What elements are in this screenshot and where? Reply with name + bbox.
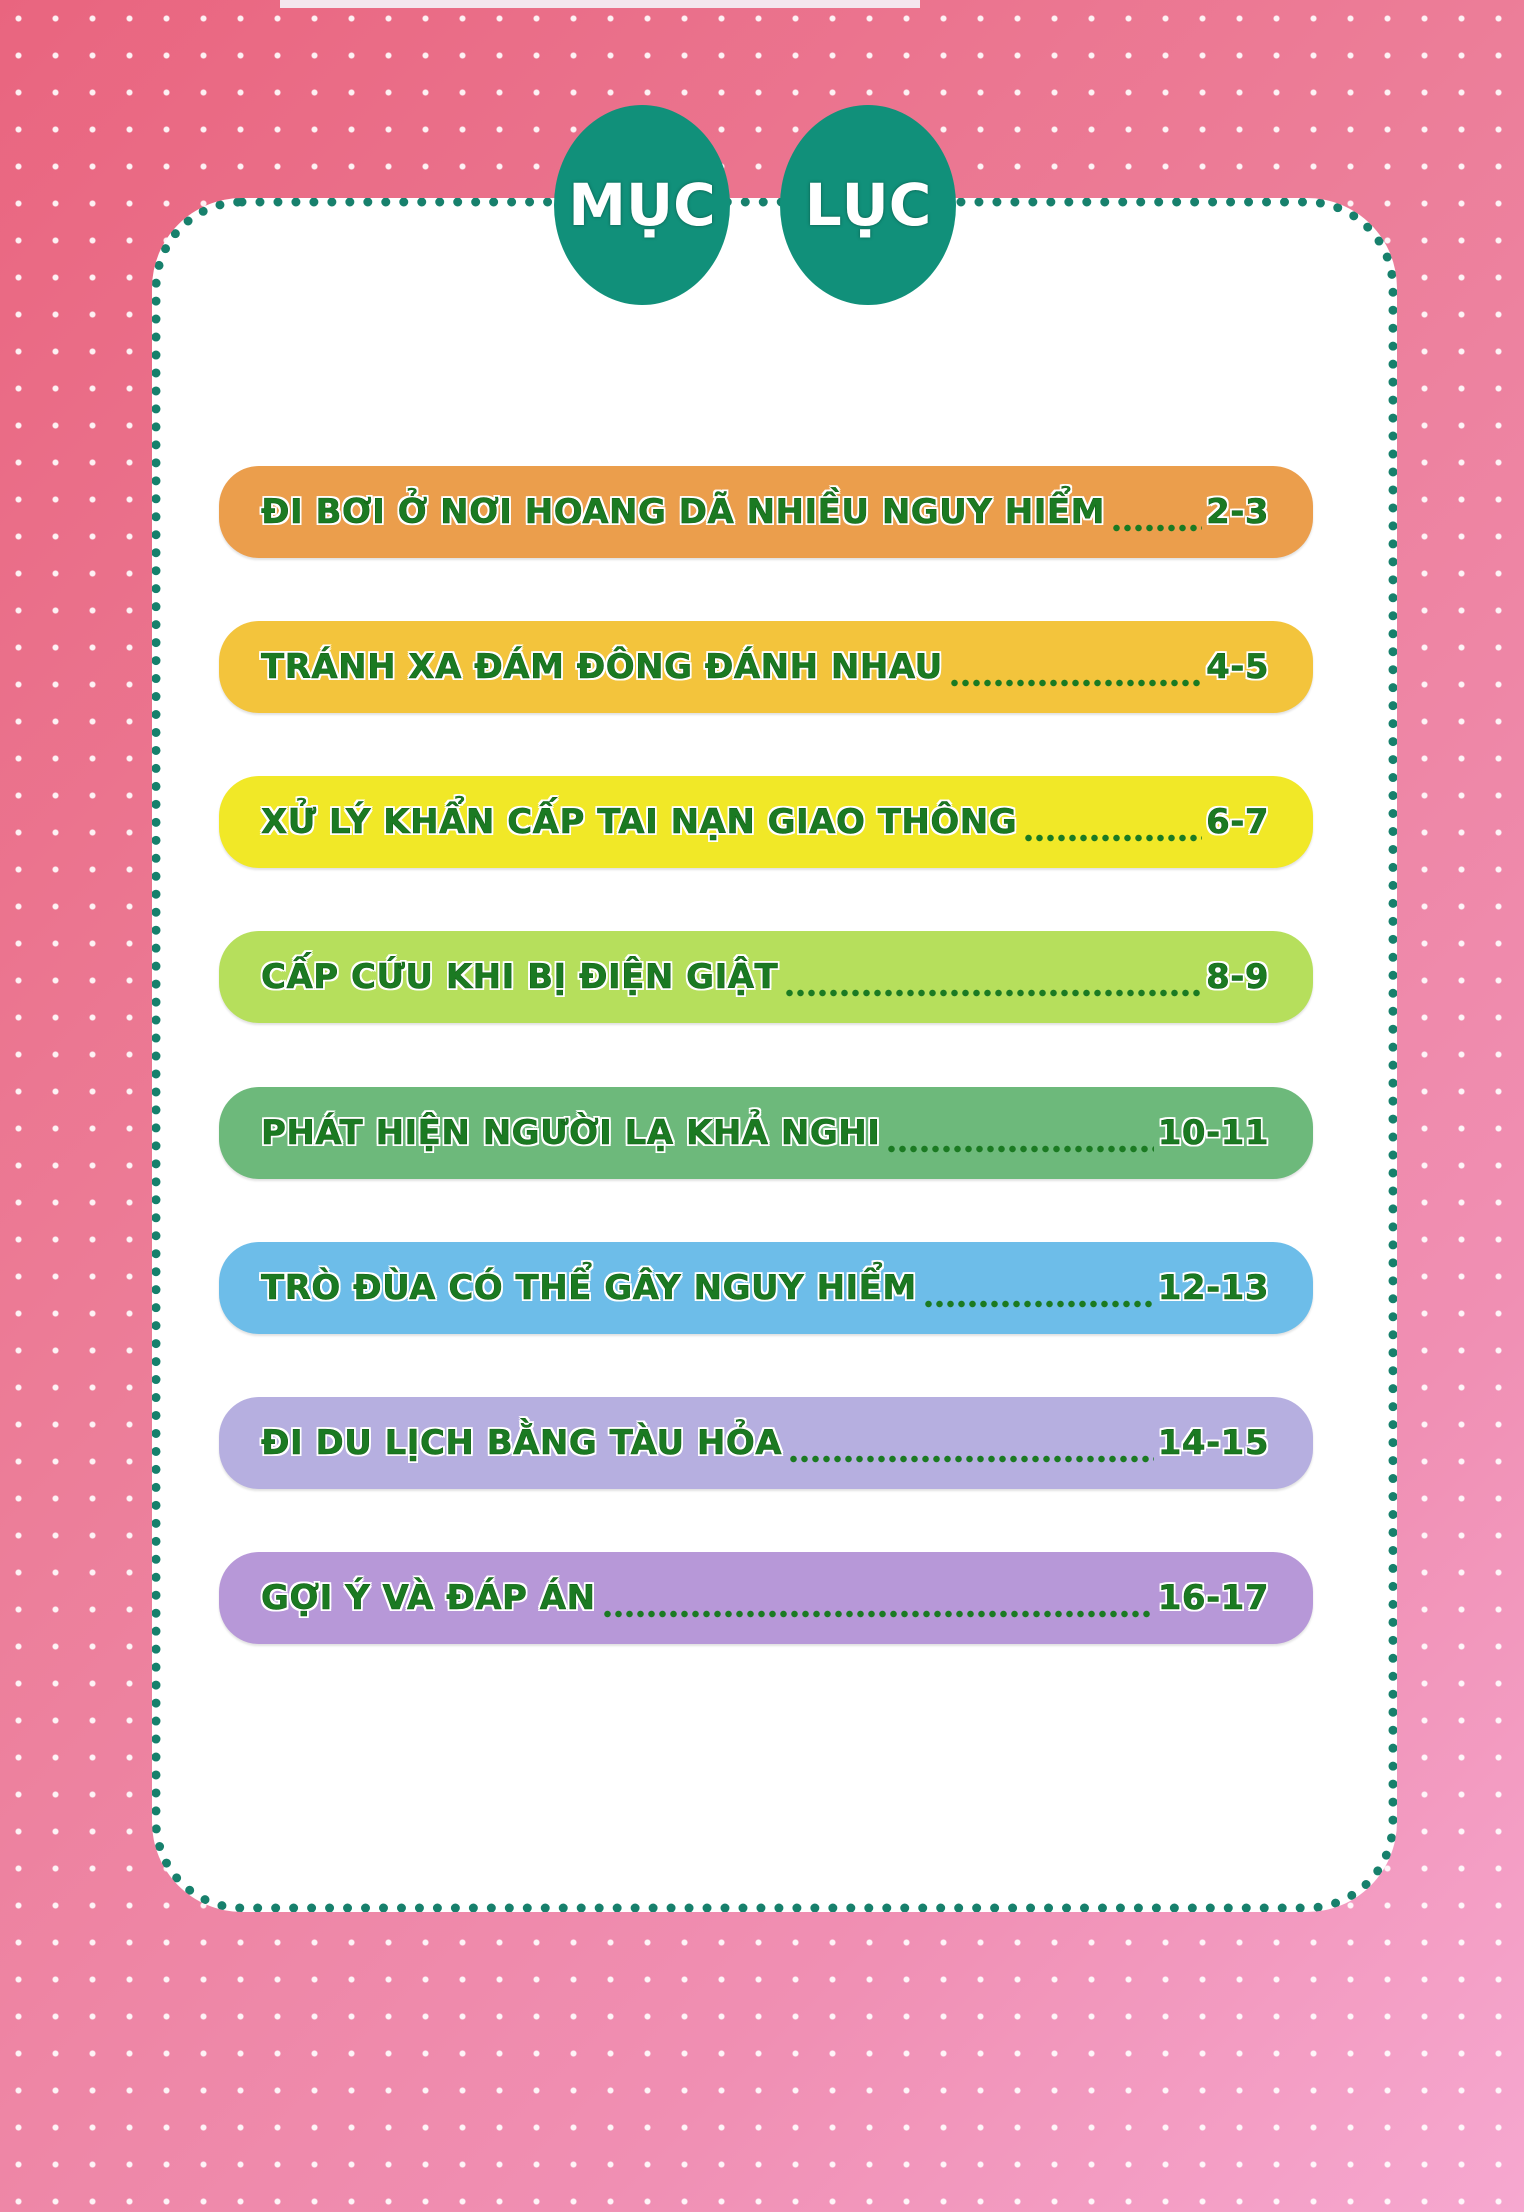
entry-pages: 2-3 [1206, 492, 1269, 533]
title-disc-luc: LỤC [780, 105, 956, 305]
leader-dots [948, 677, 1203, 689]
entry-title: CẤP CỨU KHI BỊ ĐIỆN GIẬT [261, 957, 779, 998]
entry-title: ĐI DU LỊCH BẰNG TÀU HỎA [261, 1423, 783, 1464]
toc-entry[interactable]: GỢI Ý VÀ ĐÁP ÁN 16-17 [219, 1552, 1313, 1644]
entry-title: ĐI BƠI Ở NƠI HOANG DÃ NHIỀU NGUY HIỂM [261, 492, 1105, 533]
leader-dots [788, 1453, 1154, 1465]
entry-title: GỢI Ý VÀ ĐÁP ÁN [261, 1578, 596, 1619]
leader-dots [1023, 832, 1203, 844]
leader-dots [784, 987, 1203, 999]
entry-pages: 6-7 [1206, 802, 1269, 843]
toc-entry[interactable]: ĐI DU LỊCH BẰNG TÀU HỎA 14-15 [219, 1397, 1313, 1489]
entry-pages: 4-5 [1206, 647, 1269, 688]
entry-pages: 12-13 [1157, 1268, 1269, 1309]
entry-title: TRÁNH XA ĐÁM ĐÔNG ĐÁNH NHAU [261, 647, 943, 688]
entry-title: XỬ LÝ KHẨN CẤP TAI NẠN GIAO THÔNG [261, 802, 1018, 843]
toc-entry[interactable]: CẤP CỨU KHI BỊ ĐIỆN GIẬT 8-9 [219, 931, 1313, 1023]
toc-entry[interactable]: ĐI BƠI Ở NƠI HOANG DÃ NHIỀU NGUY HIỂM 2-3 [219, 466, 1313, 558]
entry-pages: 16-17 [1157, 1578, 1269, 1619]
entry-title: TRÒ ĐÙA CÓ THỂ GÂY NGUY HIỂM [261, 1268, 917, 1309]
toc-entry[interactable]: TRÁNH XA ĐÁM ĐÔNG ĐÁNH NHAU 4-5 [219, 621, 1313, 713]
toc-entry[interactable]: PHÁT HIỆN NGƯỜI LẠ KHẢ NGHI 10-11 [219, 1087, 1313, 1179]
entry-pages: 14-15 [1157, 1423, 1269, 1464]
entry-title: PHÁT HIỆN NGƯỜI LẠ KHẢ NGHI [261, 1113, 881, 1154]
toc-entry[interactable]: TRÒ ĐÙA CÓ THỂ GÂY NGUY HIỂM 12-13 [219, 1242, 1313, 1334]
top-strip [280, 0, 920, 8]
leader-dots [886, 1143, 1154, 1155]
title-word-1: MỤC [568, 171, 716, 239]
toc-entry[interactable]: XỬ LÝ KHẨN CẤP TAI NẠN GIAO THÔNG 6-7 [219, 776, 1313, 868]
title-disc-muc: MỤC [554, 105, 730, 305]
title-word-2: LỤC [804, 171, 932, 239]
leader-dots [922, 1298, 1154, 1310]
entry-pages: 8-9 [1206, 957, 1269, 998]
entry-pages: 10-11 [1157, 1113, 1269, 1154]
contents-panel [152, 198, 1397, 1912]
leader-dots [601, 1608, 1154, 1620]
leader-dots [1110, 522, 1203, 534]
